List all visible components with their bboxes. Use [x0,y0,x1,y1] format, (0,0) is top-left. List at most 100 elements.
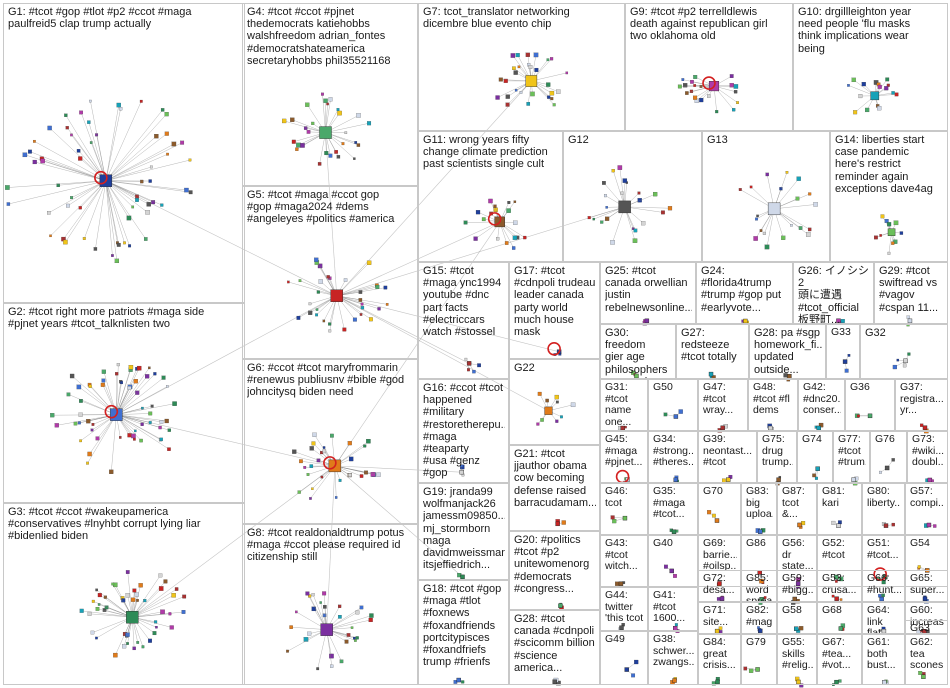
node [352,317,357,322]
node [136,641,140,644]
node [336,155,341,159]
node [835,580,838,583]
group-label: G48: #tcot #fl dems [753,382,790,416]
group-label: G44: twitter 'this tcot [605,590,644,624]
node [290,117,295,122]
edge [84,180,107,239]
node [111,582,115,586]
node [356,113,361,118]
group-cell-g71: G71: site... [698,602,741,634]
edge [336,286,378,297]
group-label: G37: registra... yr... [900,382,944,416]
group-label: G4: #tcot #ccot #pjnet thedemocrats kati… [247,6,391,67]
group-cell-g86: G86 [741,535,777,587]
group-label: G81: kari [822,486,845,509]
node [330,433,334,438]
group-cell-g17: G17: #tcot #cdnpoli trudeau leader canad… [509,262,600,359]
node [148,638,152,643]
node [128,365,134,370]
group-label: G36 [850,382,870,393]
node [678,409,683,414]
group-label: G22 [514,362,535,374]
hub-node [922,596,928,602]
node [355,636,359,640]
node [712,513,716,518]
edge [287,629,327,652]
group-cell-g10: G10: drgillleighton year need people 'fl… [793,3,948,131]
group-cell-g58: G58 [777,602,817,634]
group-label: G45: #maga #pjnet... [605,434,643,468]
group-label: G9: #tcot #p2 terrelldlewis death agains… [630,6,768,43]
edge [105,135,157,181]
group-cell-g53: G53: crusa... [817,570,862,602]
node [467,368,470,372]
group-cell-g63: G63 [905,620,948,634]
edge [95,180,107,249]
edge [34,141,106,181]
hub-node [319,126,332,139]
node [894,92,899,97]
node [377,307,381,311]
node [756,214,759,218]
node [155,625,158,629]
group-label: G85: word sprea... [746,573,773,602]
inter-group-edge [116,295,337,415]
group-cell-g83: G83: big uploa... [741,483,777,535]
node [309,446,314,451]
edge [105,180,148,213]
node [86,461,89,465]
node [892,364,897,370]
hub-node [552,679,557,684]
node [87,451,92,457]
node [475,210,481,215]
group-cell-g12: G12 [563,131,702,262]
group-cell-g5: G5: #tcot #maga #ccot gop #gop #maga2024… [242,186,418,359]
hub-node [758,628,763,634]
hub-node [720,425,725,431]
node [6,202,11,206]
node [632,238,638,243]
group-cell-g38: G38: schwer... zwangs... [648,631,698,685]
hub-node [767,202,781,216]
node [546,58,550,62]
node [808,192,812,196]
node [663,412,668,417]
hub-node [758,529,763,534]
node [337,604,342,608]
node [125,593,130,598]
node [322,446,326,449]
node [169,625,174,630]
group-label: G17: #tcot #cdnpoli trudeau leader canad… [514,265,596,339]
node [308,302,312,306]
node [891,458,895,462]
node [715,110,719,114]
node [610,515,615,520]
node [366,260,372,265]
node [733,84,739,89]
group-cell-g51: G51: #tcot... [862,535,905,587]
node [878,629,882,632]
group-label: G30: freedom gier age philosophers appro… [605,327,672,378]
node [145,210,150,215]
node [853,110,858,115]
group-label: G3: #tcot #ccot #wakeupamerica #conserva… [8,506,201,543]
group-label: G69: barrie... #oilsp... [703,538,737,572]
node [755,217,758,221]
group-cell-g28b: G28: #tcot canada #cdnpoli #scicomm bill… [509,610,600,685]
node [346,633,351,637]
node [533,52,539,58]
hub-node [927,477,933,483]
node [120,381,123,385]
node [498,77,503,82]
hub-node [815,466,820,471]
hub-node [126,610,139,624]
node [753,236,758,241]
group-label: G87: tcot &... [782,486,805,520]
node [311,487,314,490]
node [549,57,554,61]
group-cell-g52: G52: #tcot [817,535,862,587]
inter-group-edge [325,132,338,296]
node [95,636,98,640]
node [707,94,711,98]
